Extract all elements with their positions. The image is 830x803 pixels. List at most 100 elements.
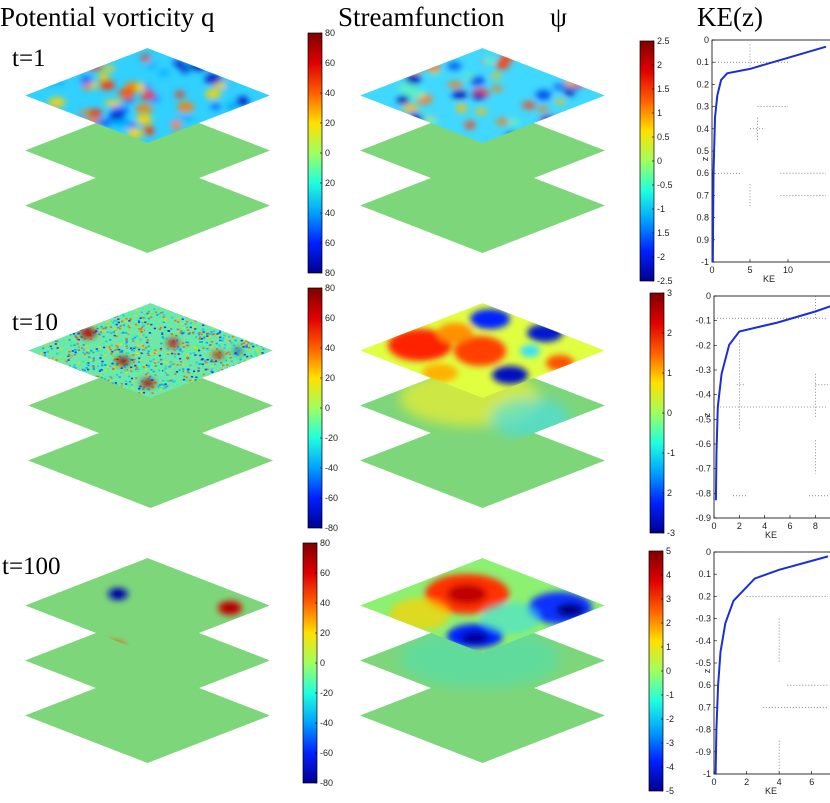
svg-text:-3: -3 <box>666 738 674 748</box>
svg-text:0: 0 <box>709 265 714 275</box>
svg-text:5: 5 <box>666 546 671 556</box>
svg-text:0.1: 0.1 <box>696 57 709 67</box>
svg-text:8: 8 <box>813 521 818 531</box>
svg-text:-1: -1 <box>667 448 675 458</box>
svg-text:60: 60 <box>320 568 330 578</box>
svg-text:0.7: 0.7 <box>698 702 711 712</box>
svg-text:2: 2 <box>666 618 671 628</box>
svg-text:-60: -60 <box>320 748 333 758</box>
svg-text:0.2: 0.2 <box>698 591 711 601</box>
svg-text:-80: -80 <box>325 523 338 533</box>
svg-text:-0.4: -0.4 <box>695 636 711 646</box>
svg-text:1.5: 1.5 <box>657 228 670 238</box>
svg-text:4: 4 <box>666 570 671 580</box>
svg-text:40: 40 <box>325 208 335 218</box>
svg-text:z: z <box>702 668 712 673</box>
svg-text:-0.5: -0.5 <box>695 658 711 668</box>
svg-text:-60: -60 <box>325 493 338 503</box>
svg-text:6: 6 <box>787 521 792 531</box>
svg-text:1: 1 <box>657 108 662 118</box>
sf-colorbar-t10: 3 2 1 0 -1 2 -3 <box>648 290 688 536</box>
svg-text:0.2: 0.2 <box>696 79 709 89</box>
svg-text:-2.5: -2.5 <box>657 276 673 286</box>
header-potential-vorticity: Potential vorticity q <box>0 2 214 33</box>
svg-text:2.5: 2.5 <box>657 36 670 46</box>
svg-text:-2: -2 <box>666 714 674 724</box>
svg-text:0.5: 0.5 <box>657 132 670 142</box>
svg-text:1: 1 <box>666 642 671 652</box>
pv-layers-t10 <box>28 303 278 548</box>
svg-text:0.6: 0.6 <box>698 680 711 690</box>
svg-text:-0.3: -0.3 <box>695 365 711 375</box>
svg-text:20: 20 <box>325 118 335 128</box>
svg-text:-20: -20 <box>320 688 333 698</box>
svg-text:0: 0 <box>320 658 325 668</box>
svg-text:z: z <box>700 156 710 161</box>
svg-text:0.4: 0.4 <box>696 124 709 134</box>
svg-text:0.7: 0.7 <box>696 190 709 200</box>
svg-text:z: z <box>702 412 712 417</box>
svg-text:-80: -80 <box>320 778 333 788</box>
svg-text:3: 3 <box>667 288 672 298</box>
svg-text:0: 0 <box>657 156 662 166</box>
svg-text:60: 60 <box>325 238 335 248</box>
svg-text:-0.5: -0.5 <box>657 180 673 190</box>
sf-colorbar-t1: 2.521.510.50-0.5-11.5-2-2.5 <box>638 38 688 284</box>
svg-text:20: 20 <box>320 628 330 638</box>
sf-layers-t10 <box>360 303 610 548</box>
sf-colorbar-t100: 5 4 3 2 1 0 -1 -2 -3 -4 -5 <box>647 548 687 794</box>
ke-plot-t100: 00.10.2-0.3-0.4-0.50.60.7-0.8-0.9-10 2 4 6K… <box>690 546 830 802</box>
svg-text:40: 40 <box>325 88 335 98</box>
svg-text:-2: -2 <box>657 252 665 262</box>
svg-text:1: 1 <box>667 368 672 378</box>
svg-text:80: 80 <box>320 538 330 548</box>
svg-text:-0.9: -0.9 <box>695 513 711 523</box>
svg-text:-3: -3 <box>667 528 675 538</box>
svg-text:-1: -1 <box>703 769 711 779</box>
svg-text:20: 20 <box>325 178 335 188</box>
svg-text:0.6: 0.6 <box>696 168 709 178</box>
ke-plot-t1: 00.10.20.30.40.50.60.70.80.9-10 5 10KEz <box>688 34 830 286</box>
svg-text:-20: -20 <box>325 433 338 443</box>
svg-text:-0.3: -0.3 <box>695 614 711 624</box>
header-streamfunction: Streamfunction <box>338 2 504 33</box>
svg-text:4: 4 <box>777 777 782 787</box>
svg-text:0: 0 <box>711 521 716 531</box>
svg-text:-40: -40 <box>325 463 338 473</box>
pv-layers-t100 <box>25 558 275 803</box>
svg-text:0: 0 <box>704 35 709 45</box>
svg-text:-1: -1 <box>666 690 674 700</box>
header-ke: KE(z) <box>697 2 763 33</box>
pv-colorbar-t10: 80 60 40 20 0 -20 -40 -60 -80 <box>306 285 356 531</box>
svg-text:KE: KE <box>765 786 777 796</box>
svg-text:5: 5 <box>747 265 752 275</box>
sf-layers-t1 <box>360 48 610 293</box>
svg-text:2: 2 <box>744 777 749 787</box>
svg-text:-0.7: -0.7 <box>695 464 711 474</box>
svg-text:2: 2 <box>657 60 662 70</box>
svg-text:10: 10 <box>783 265 793 275</box>
svg-text:-5: -5 <box>666 786 674 796</box>
svg-text:6: 6 <box>809 777 814 787</box>
svg-text:40: 40 <box>325 343 335 353</box>
svg-text:0.3: 0.3 <box>696 102 709 112</box>
svg-text:1.5: 1.5 <box>657 84 670 94</box>
svg-text:2: 2 <box>667 328 672 338</box>
svg-text:0.8: 0.8 <box>696 213 709 223</box>
svg-text:60: 60 <box>325 313 335 323</box>
svg-text:0.9: 0.9 <box>696 235 709 245</box>
pv-colorbar-t100: 80 60 40 20 0 -20 -40 -60 -80 <box>301 540 351 788</box>
svg-text:80: 80 <box>325 268 335 278</box>
svg-text:0.1: 0.1 <box>698 569 711 579</box>
svg-text:0: 0 <box>706 291 711 301</box>
pv-layers-t1 <box>25 48 275 293</box>
svg-text:0: 0 <box>325 148 330 158</box>
svg-text:60: 60 <box>325 58 335 68</box>
svg-text:-0.2: -0.2 <box>695 340 711 350</box>
svg-text:2: 2 <box>737 521 742 531</box>
header-psi-symbol: ψ <box>550 2 567 33</box>
svg-text:2: 2 <box>667 488 672 498</box>
svg-text:-0.8: -0.8 <box>695 725 711 735</box>
svg-text:3: 3 <box>666 594 671 604</box>
svg-text:0: 0 <box>325 403 330 413</box>
